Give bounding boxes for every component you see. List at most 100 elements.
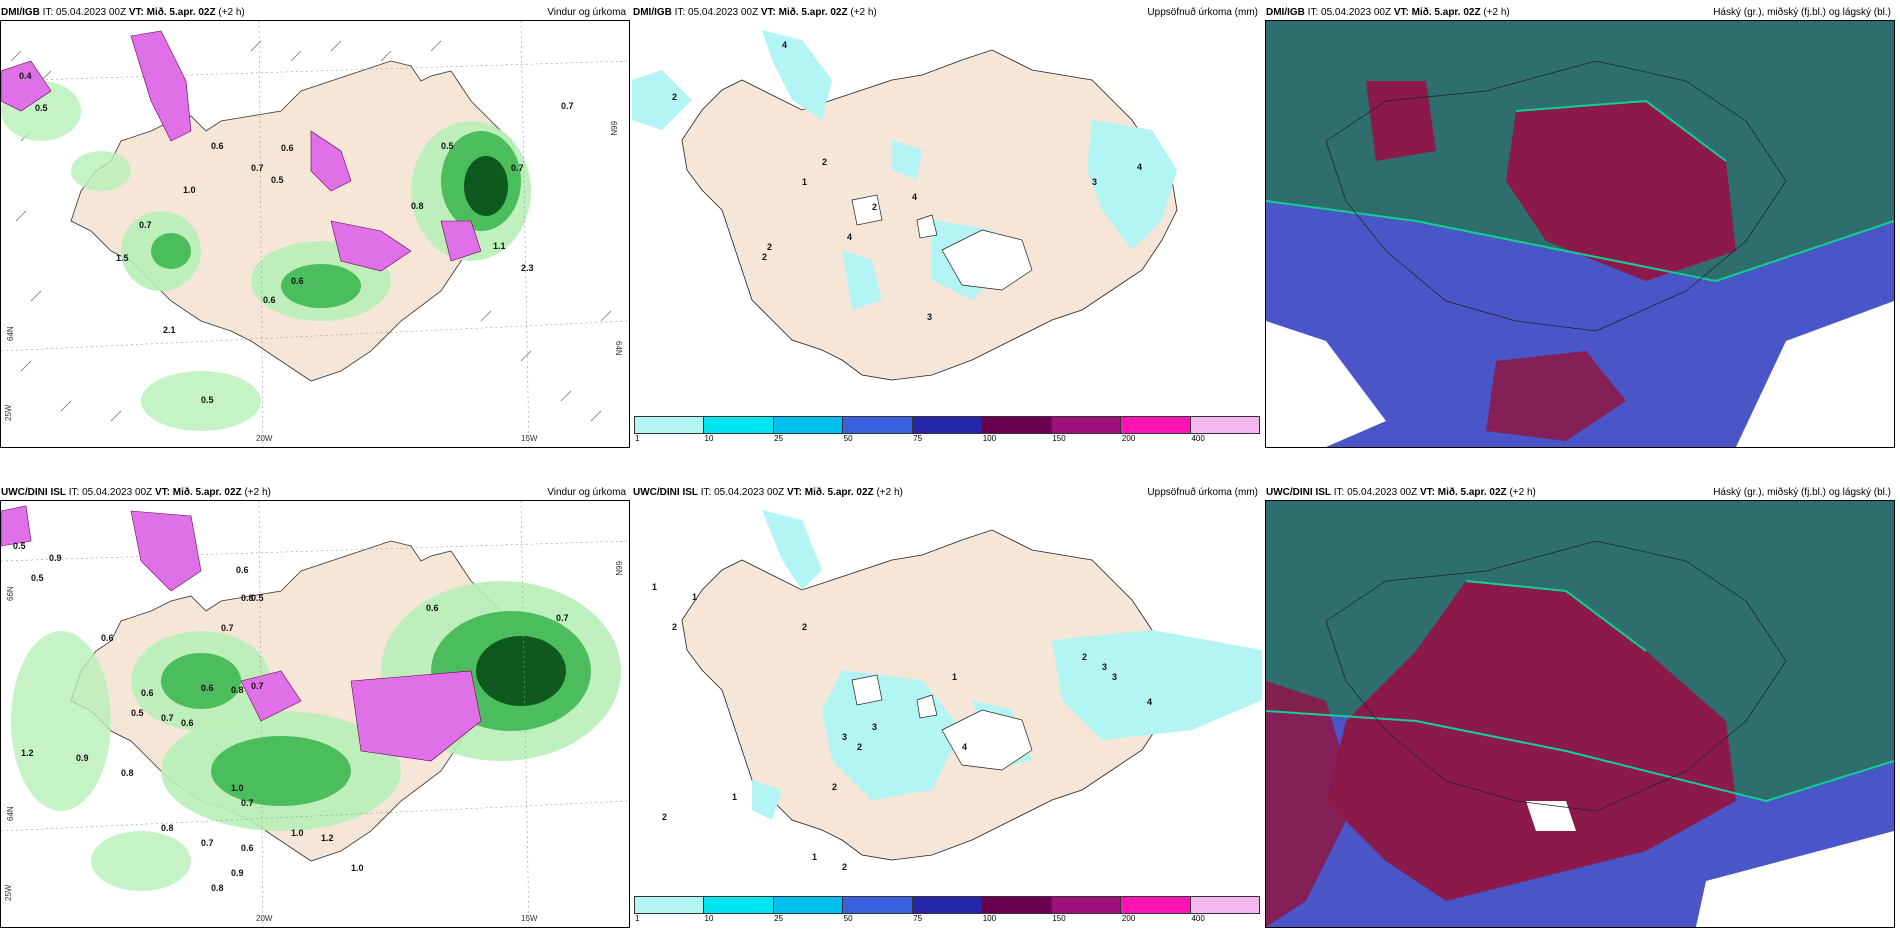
value-label: 1.1 xyxy=(493,241,506,251)
colorbar-segment xyxy=(635,897,704,913)
colorbar-segment xyxy=(843,417,912,433)
colorbar-segment xyxy=(774,417,843,433)
value-label: 4 xyxy=(782,40,787,50)
value-label: 0.8 xyxy=(211,883,224,893)
value-label: 1.5 xyxy=(116,253,129,263)
lat-label: 64N xyxy=(6,806,15,821)
value-label: 0.6 xyxy=(211,141,224,151)
value-label: 0.5 xyxy=(131,708,144,718)
value-label: 3 xyxy=(1102,662,1107,672)
value-label: 3 xyxy=(927,312,932,322)
clouds-map xyxy=(1265,500,1895,928)
colorbar-tick-label: 100 xyxy=(983,914,996,923)
colorbar-segment xyxy=(843,897,912,913)
colorbar-tick-label: 200 xyxy=(1122,914,1135,923)
colorbar-segment xyxy=(1052,897,1121,913)
panel-title: Uppsöfnuð úrkoma (mm) xyxy=(1147,7,1258,18)
lon-label: 20W xyxy=(256,914,273,923)
value-label: 3 xyxy=(872,722,877,732)
value-label: 4 xyxy=(962,742,967,752)
panel-title: Háský (gr.), miðský (fj.bl.) og lágský (… xyxy=(1713,7,1891,18)
colorbar-tick-label: 1 xyxy=(635,434,639,443)
wind-precip-map: 20W 15W 25W 64N 66N 66N 0.5 0.9 0.5 0.6 0.5 0… xyxy=(0,500,630,928)
value-label: 0.7 xyxy=(201,838,214,848)
value-label: 0.4 xyxy=(19,71,32,81)
panel-dmi-wind-precip: DMI/IGB IT: 05.04.2023 00Z VT: Mið. 5.ap… xyxy=(0,0,630,460)
value-label: 0.7 xyxy=(561,101,574,111)
colorbar-tick-label: 400 xyxy=(1191,434,1204,443)
map-canvas: 121213234233421212 xyxy=(632,500,1262,892)
value-label: 0.7 xyxy=(221,623,234,633)
value-label: 0.7 xyxy=(511,163,524,173)
value-label: 0.8 xyxy=(231,685,244,695)
panel-meta: UWC/DINI ISL IT: 05.04.2023 00Z VT: Mið.… xyxy=(633,487,903,498)
value-label: 0.5 xyxy=(31,573,44,583)
colorbar-tick-label: 10 xyxy=(705,914,714,923)
value-label: 0.6 xyxy=(201,683,214,693)
colorbar-segment xyxy=(982,417,1051,433)
value-label: 2.1 xyxy=(163,325,176,335)
value-label: 2 xyxy=(672,92,677,102)
colorbar-segment xyxy=(982,897,1051,913)
panel-uwc-clouds: UWC/DINI ISL IT: 05.04.2023 00Z VT: Mið.… xyxy=(1265,480,1895,940)
value-label: 0.7 xyxy=(251,163,264,173)
value-label: 0.5 xyxy=(13,541,26,551)
colorbar-segment xyxy=(913,417,982,433)
value-label: 4 xyxy=(1137,162,1142,172)
value-label: 2 xyxy=(672,622,677,632)
value-label: 0.7 xyxy=(556,613,569,623)
value-label: 1.0 xyxy=(183,185,196,195)
value-label: 1 xyxy=(652,582,657,592)
lon-label: 15W xyxy=(521,434,538,443)
colorbar-tick-label: 1 xyxy=(635,914,639,923)
lat-label: 25W xyxy=(4,884,13,901)
value-label: 1 xyxy=(952,672,957,682)
lat-label: 66N xyxy=(6,586,15,601)
value-label: 2 xyxy=(842,862,847,872)
panel-uwc-wind-precip: UWC/DINI ISL IT: 05.04.2023 00Z VT: Mið.… xyxy=(0,480,630,940)
colorbar-tick-label: 25 xyxy=(774,434,783,443)
colorbar-tick-label: 75 xyxy=(913,434,922,443)
value-label: 0.6 xyxy=(141,688,154,698)
value-label: 2 xyxy=(872,202,877,212)
colorbar-ticks: 1 10 25 50 75 100 150 200 400 xyxy=(634,914,1260,924)
colorbar-segment xyxy=(774,897,843,913)
colorbar-tick-label: 150 xyxy=(1052,914,1065,923)
value-label: 4 xyxy=(847,232,852,242)
clouds-map xyxy=(1265,20,1895,448)
value-label: 0.6 xyxy=(263,295,276,305)
colorbar-tick-label: 50 xyxy=(844,434,853,443)
value-label: 1.0 xyxy=(291,828,304,838)
value-label: 0.9 xyxy=(49,553,62,563)
colorbar-segment xyxy=(1052,417,1121,433)
colorbar-segment xyxy=(1191,417,1259,433)
value-label: 0.6 xyxy=(426,603,439,613)
value-label: 2 xyxy=(832,782,837,792)
value-label: 3 xyxy=(1092,177,1097,187)
colorbar-segment xyxy=(704,417,773,433)
value-label: 0.6 xyxy=(291,276,304,286)
value-label: 1 xyxy=(802,177,807,187)
lat-label: 66N xyxy=(614,561,623,576)
value-label: 4 xyxy=(912,192,917,202)
lat-label: 25W xyxy=(4,404,13,421)
value-label: 0.7 xyxy=(241,798,254,808)
panel-meta: DMI/IGB IT: 05.04.2023 00Z VT: Mið. 5.ap… xyxy=(1266,7,1510,18)
precip-colorbar xyxy=(634,416,1260,434)
value-label: 0.5 xyxy=(201,395,214,405)
value-label: 1.2 xyxy=(21,748,34,758)
value-label: 2 xyxy=(802,622,807,632)
panel-dmi-accum-precip: DMI/IGB IT: 05.04.2023 00Z VT: Mið. 5.ap… xyxy=(632,0,1262,460)
lat-label: 66N xyxy=(609,121,618,136)
value-label: 0.8 xyxy=(161,823,174,833)
value-label: 0.6 xyxy=(181,718,194,728)
value-label: 2 xyxy=(767,242,772,252)
lon-label: 20W xyxy=(256,434,273,443)
panel-title: Háský (gr.), miðský (fj.bl.) og lágský (… xyxy=(1713,487,1891,498)
accum-precip-map: 121213234233421212 1 10 25 50 75 100 150 200 400 xyxy=(632,500,1262,928)
value-label: 2 xyxy=(662,812,667,822)
panel-title: Vindur og úrkoma xyxy=(547,487,626,498)
value-label: 1 xyxy=(732,792,737,802)
value-label: 2 xyxy=(822,157,827,167)
